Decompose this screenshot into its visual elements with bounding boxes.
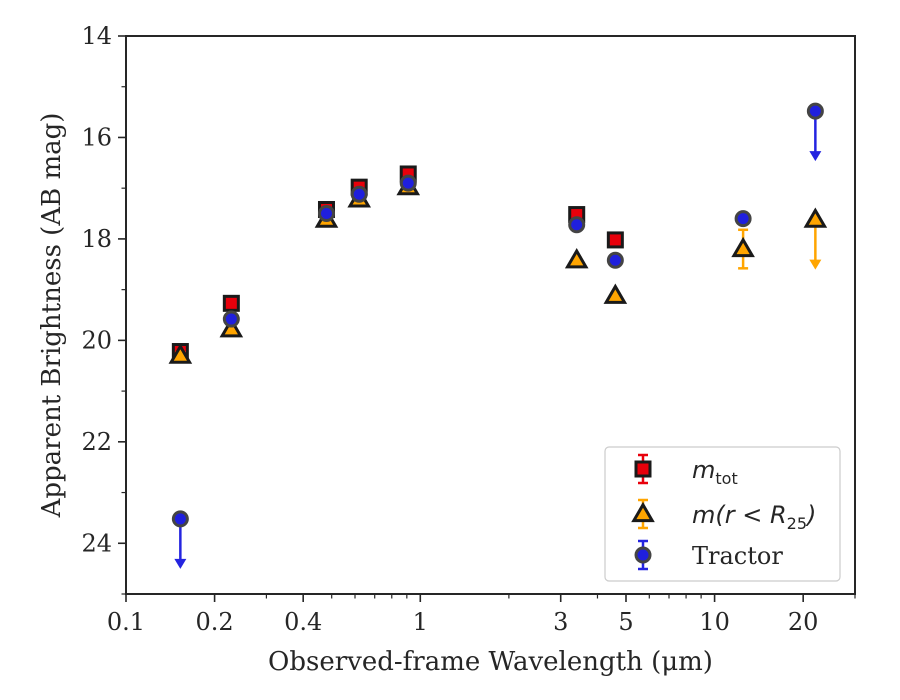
m-r25-point (803, 207, 828, 228)
tractor-point (568, 216, 586, 234)
m-r25-point (603, 283, 628, 304)
x-tick-label: 20 (788, 608, 819, 636)
series-mtot (171, 165, 624, 361)
legend-m-r25-marker (631, 501, 655, 523)
y-axis-ticks: 14 16 18 20 22 24 (81, 22, 126, 595)
x-axis-ticks: 0.1 0.2 0.4 1 3 5 10 20 (107, 594, 856, 636)
tractor-point-limit-arrow (174, 558, 187, 569)
tractor-point (806, 102, 824, 120)
x-tick-label: 0.4 (284, 608, 322, 636)
x-tick-label: 3 (553, 608, 568, 636)
y-tick-label: 14 (81, 22, 112, 50)
m-r25-point (731, 236, 755, 258)
y-tick-label: 24 (81, 529, 112, 557)
legend-mtot-label: mtot (692, 456, 738, 488)
y-tick-label: 22 (81, 428, 112, 456)
legend: mtot m(r < R25) Tractor (604, 446, 841, 582)
x-tick-label: 0.1 (107, 608, 145, 636)
mtot-point (606, 231, 624, 249)
tractor-point (606, 251, 624, 269)
tractor-point (171, 510, 189, 528)
y-tick-label: 16 (81, 123, 112, 151)
series-tractor (171, 102, 824, 569)
y-axis-label: Apparent Brightness (AB mag) (37, 113, 67, 519)
x-axis-label: Observed-frame Wavelength (μm) (268, 647, 713, 677)
tractor-point (222, 310, 240, 328)
tractor-point (350, 185, 368, 203)
m-r25-point (219, 317, 244, 338)
legend-tractor-label: Tractor (692, 542, 783, 570)
m-r25-point-limit-arrow (809, 259, 822, 270)
legend-tractor-marker (634, 546, 652, 564)
x-tick-label: 1 (413, 608, 428, 636)
tractor-point (399, 174, 417, 192)
y-tick-label: 18 (81, 225, 112, 253)
m-r25-point (564, 248, 589, 269)
legend-box (604, 446, 841, 582)
plot-frame (125, 35, 856, 595)
legend-m-r25-label: m(r < R25) (692, 501, 816, 533)
m-r25-point (168, 343, 193, 364)
mtot-point (222, 294, 240, 312)
legend-mtot-marker (634, 460, 652, 478)
x-tick-label: 10 (699, 608, 730, 636)
series-m-r25 (168, 174, 828, 364)
tractor-point (317, 205, 335, 223)
x-tick-label: 0.2 (196, 608, 234, 636)
tractor-point-limit-arrow (809, 151, 822, 162)
y-tick-label: 20 (81, 326, 112, 354)
x-tick-label: 5 (618, 608, 633, 636)
tractor-point (734, 210, 752, 228)
data-marks (168, 102, 828, 569)
